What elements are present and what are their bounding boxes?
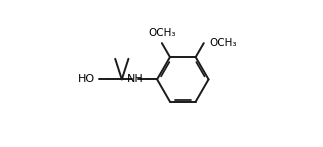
Text: OCH₃: OCH₃ — [148, 28, 176, 38]
Text: NH: NH — [127, 74, 143, 84]
Text: OCH₃: OCH₃ — [210, 38, 237, 48]
Text: HO: HO — [78, 74, 95, 84]
